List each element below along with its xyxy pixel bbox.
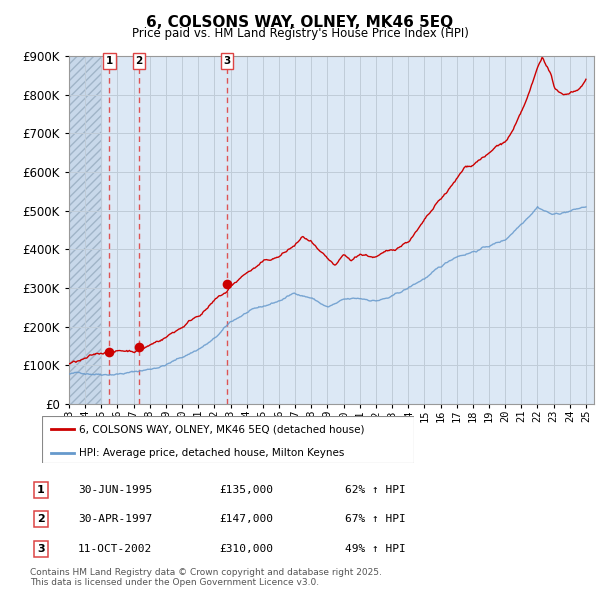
Text: 1: 1 [37,485,44,494]
Text: 6, COLSONS WAY, OLNEY, MK46 5EQ (detached house): 6, COLSONS WAY, OLNEY, MK46 5EQ (detache… [79,424,365,434]
Text: £147,000: £147,000 [219,514,273,524]
Text: Contains HM Land Registry data © Crown copyright and database right 2025.
This d: Contains HM Land Registry data © Crown c… [30,568,382,587]
Text: 62% ↑ HPI: 62% ↑ HPI [345,485,406,494]
Text: 3: 3 [37,544,44,553]
Text: HPI: Average price, detached house, Milton Keynes: HPI: Average price, detached house, Milt… [79,448,344,458]
Text: 3: 3 [223,56,230,66]
Text: 49% ↑ HPI: 49% ↑ HPI [345,544,406,553]
Bar [69,56,101,404]
Text: 1: 1 [106,56,113,66]
Bar [69,56,101,404]
Text: 67% ↑ HPI: 67% ↑ HPI [345,514,406,524]
Text: Price paid vs. HM Land Registry's House Price Index (HPI): Price paid vs. HM Land Registry's House … [131,27,469,40]
Text: 30-APR-1997: 30-APR-1997 [78,514,152,524]
Text: 30-JUN-1995: 30-JUN-1995 [78,485,152,494]
Text: £310,000: £310,000 [219,544,273,553]
Text: 6, COLSONS WAY, OLNEY, MK46 5EQ: 6, COLSONS WAY, OLNEY, MK46 5EQ [146,15,454,30]
Text: 11-OCT-2002: 11-OCT-2002 [78,544,152,553]
Text: 2: 2 [136,56,143,66]
Text: 2: 2 [37,514,44,524]
Text: £135,000: £135,000 [219,485,273,494]
FancyBboxPatch shape [42,416,414,463]
